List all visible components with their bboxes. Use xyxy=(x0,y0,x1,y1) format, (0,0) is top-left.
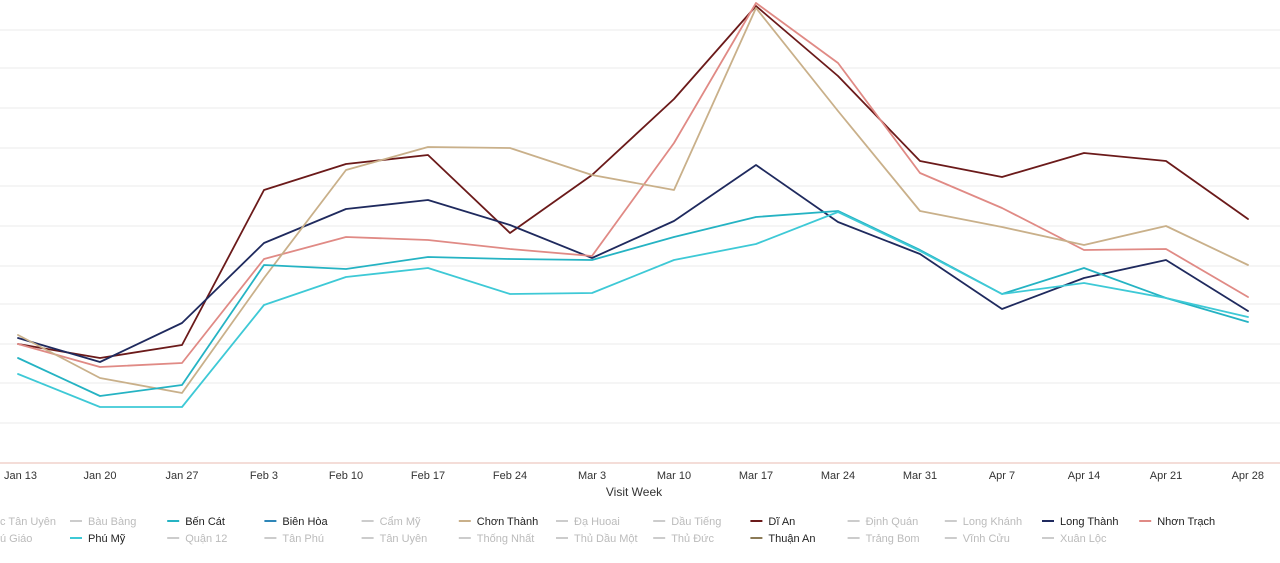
series-line[interactable] xyxy=(17,5,1249,359)
legend-label: Chơn Thành xyxy=(477,516,538,528)
legend-item[interactable]: Thủ Dầu Một xyxy=(556,533,638,545)
legend-item[interactable]: Trảng Bom xyxy=(847,533,920,545)
x-axis-ticks: Jan 13 Jan 20 Jan 27 Feb 3 Feb 10 Feb 17 Feb 2… xyxy=(4,470,1264,482)
legend-label: Dĩ An xyxy=(768,516,795,528)
legend-item[interactable]: Phú Mỹ xyxy=(70,533,126,545)
legend-label: Tân Phú xyxy=(282,533,324,545)
legend-item[interactable]: Định Quán xyxy=(847,516,919,528)
legend-item[interactable]: Cẩm Mỹ xyxy=(361,516,421,528)
legend-label: Phú Mỹ xyxy=(88,533,126,545)
x-tick-label: Apr 28 xyxy=(1232,470,1264,482)
legend-label: Xuân Lộc xyxy=(1060,533,1107,545)
legend-label: Thủ Đức xyxy=(671,533,714,545)
legend-label: Tân Uyên xyxy=(380,533,428,545)
legend[interactable]: c Tân Uyên Bàu Bàng Bến Cát Biên Hòa Cẩm Mỹ C… xyxy=(0,516,1215,545)
legend-item[interactable]: Đạ Huoai xyxy=(556,516,620,528)
legend-label: Định Quán xyxy=(866,516,919,528)
legend-item[interactable]: Thống Nhất xyxy=(458,533,534,545)
x-tick-label: Mar 31 xyxy=(903,470,937,482)
legend-label: Quận 12 xyxy=(185,533,227,545)
series-line[interactable] xyxy=(17,7,1249,394)
legend-label: Long Thành xyxy=(1060,516,1119,528)
x-tick-label: Jan 20 xyxy=(83,470,116,482)
x-tick-label: Feb 10 xyxy=(329,470,363,482)
legend-item[interactable]: Dĩ An xyxy=(750,516,795,528)
x-tick-label: Mar 3 xyxy=(578,470,606,482)
legend-item[interactable]: Chơn Thành xyxy=(458,516,538,528)
x-tick-label: Mar 24 xyxy=(821,470,855,482)
legend-label: Trảng Bom xyxy=(866,533,920,545)
legend-label: Thuận An xyxy=(768,533,815,545)
x-tick-label: Feb 3 xyxy=(250,470,278,482)
legend-item[interactable]: c Tân Uyên xyxy=(0,516,56,528)
legend-item[interactable]: Long Thành xyxy=(1042,516,1119,528)
legend-item[interactable]: ú Giáo xyxy=(0,533,32,545)
legend-item[interactable]: Biên Hòa xyxy=(264,516,329,528)
legend-label: Cẩm Mỹ xyxy=(380,516,421,528)
legend-item[interactable]: Thuận An xyxy=(750,533,815,545)
legend-label: Dầu Tiếng xyxy=(671,516,721,528)
x-axis-title: Visit Week xyxy=(606,485,663,499)
legend-label: ú Giáo xyxy=(0,533,32,545)
x-tick-label: Apr 7 xyxy=(989,470,1015,482)
legend-item[interactable]: Tân Phú xyxy=(264,533,324,545)
x-tick-label: Apr 14 xyxy=(1068,470,1100,482)
grid-lines xyxy=(0,29,1280,464)
series-line[interactable] xyxy=(17,211,1249,408)
x-tick-label: Jan 27 xyxy=(165,470,198,482)
legend-item[interactable]: Bàu Bàng xyxy=(70,516,136,528)
legend-item[interactable]: Long Khánh xyxy=(944,516,1022,528)
series-line[interactable] xyxy=(17,2,1249,368)
legend-label: Thủ Dầu Một xyxy=(574,533,638,545)
x-tick-label: Jan 13 xyxy=(4,470,37,482)
legend-label: Biên Hòa xyxy=(282,516,328,528)
x-tick-label: Apr 21 xyxy=(1150,470,1182,482)
x-tick-label: Mar 10 xyxy=(657,470,691,482)
legend-item[interactable]: Vĩnh Cửu xyxy=(944,533,1010,545)
x-tick-label: Feb 24 xyxy=(493,470,527,482)
legend-item[interactable]: Quận 12 xyxy=(167,533,227,545)
x-tick-label: Mar 17 xyxy=(739,470,773,482)
legend-label: Nhơn Trạch xyxy=(1157,516,1215,528)
legend-item[interactable]: Dầu Tiếng xyxy=(653,516,721,528)
legend-label: c Tân Uyên xyxy=(0,516,56,528)
legend-label: Thống Nhất xyxy=(477,533,534,545)
legend-item[interactable]: Nhơn Trạch xyxy=(1139,516,1215,528)
legend-label: Bàu Bàng xyxy=(88,516,136,528)
series-lines xyxy=(17,2,1249,408)
legend-label: Long Khánh xyxy=(963,516,1022,528)
legend-label: Vĩnh Cửu xyxy=(963,533,1010,545)
legend-label: Bến Cát xyxy=(185,516,225,528)
legend-item[interactable]: Thủ Đức xyxy=(653,533,715,545)
legend-item[interactable]: Tân Uyên xyxy=(361,533,428,545)
legend-label: Đạ Huoai xyxy=(574,516,620,528)
legend-item[interactable]: Bến Cát xyxy=(167,516,225,528)
x-tick-label: Feb 17 xyxy=(411,470,445,482)
series-line[interactable] xyxy=(17,164,1249,363)
legend-item[interactable]: Xuân Lộc xyxy=(1042,533,1107,545)
series-line[interactable] xyxy=(17,210,1249,397)
